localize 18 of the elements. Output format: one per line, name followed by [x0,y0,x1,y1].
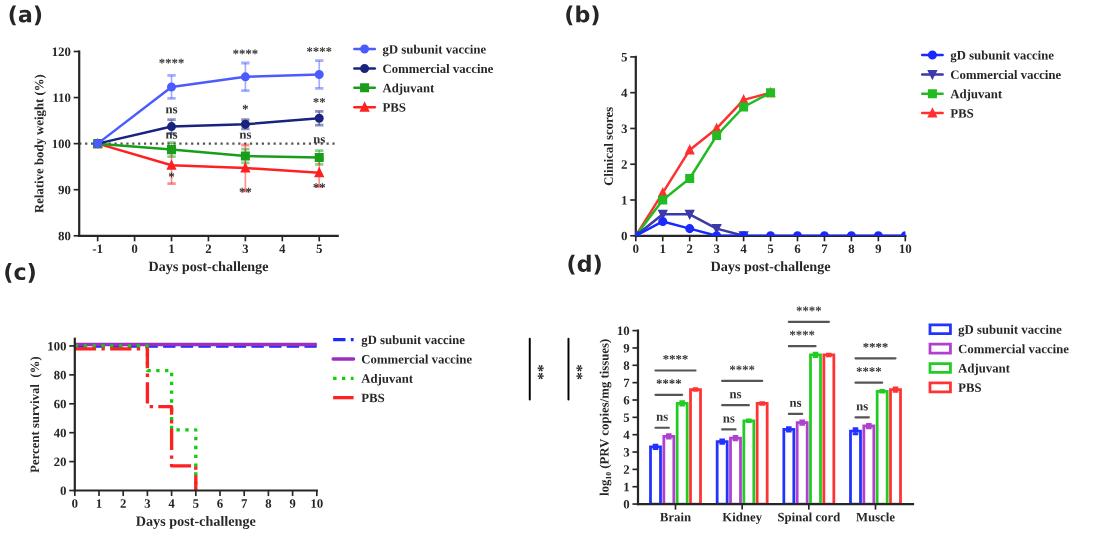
point [685,145,695,155]
point [658,216,668,226]
point [314,168,324,178]
point [685,224,695,234]
point [314,70,324,80]
chart-title: (d) [568,254,601,275]
point [712,131,722,141]
chart-title: (c) [5,262,35,283]
point [167,160,177,170]
point [167,82,177,92]
point [685,174,695,184]
chart-title: (a) [9,5,42,26]
point [658,209,668,219]
point [739,102,749,112]
chart-title: (b) [566,5,599,26]
point [240,72,250,82]
point [685,209,695,219]
point [658,195,668,205]
